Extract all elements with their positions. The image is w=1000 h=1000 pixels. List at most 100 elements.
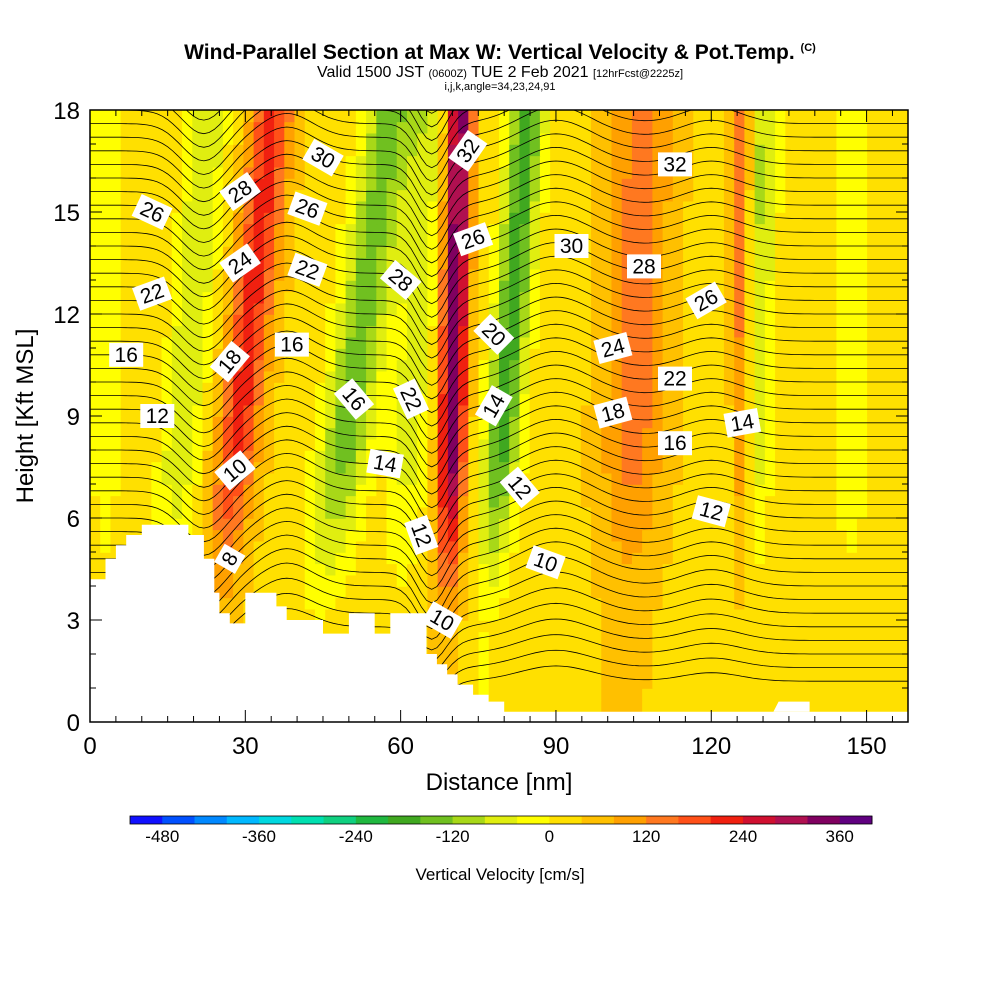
velocity-cell: [775, 382, 787, 395]
velocity-cell: [601, 257, 613, 270]
velocity-cell: [488, 132, 500, 145]
velocity-cell: [672, 631, 684, 644]
velocity-cell: [754, 302, 766, 315]
velocity-cell: [887, 506, 899, 519]
velocity-cell: [182, 212, 194, 225]
velocity-cell: [631, 461, 643, 474]
velocity-cell: [355, 359, 367, 372]
velocity-cell: [826, 586, 838, 599]
velocity-cell: [662, 132, 674, 145]
velocity-cell: [560, 166, 572, 179]
velocity-cell: [192, 348, 204, 361]
velocity-cell: [775, 246, 787, 259]
velocity-cell: [764, 404, 776, 417]
velocity-cell: [662, 302, 674, 315]
velocity-cell: [560, 257, 572, 270]
velocity-cell: [734, 336, 746, 349]
velocity-cell: [867, 518, 879, 531]
velocity-cell: [580, 359, 592, 372]
velocity-cell: [867, 110, 879, 123]
velocity-cell: [570, 291, 582, 304]
velocity-cell: [601, 325, 613, 338]
velocity-cell: [130, 382, 142, 395]
velocity-cell: [703, 552, 715, 565]
velocity-cell: [601, 529, 613, 542]
velocity-cell: [764, 223, 776, 236]
velocity-cell: [867, 608, 879, 621]
velocity-cell: [499, 495, 511, 508]
velocity-cell: [519, 586, 531, 599]
velocity-cell: [723, 291, 735, 304]
velocity-cell: [591, 450, 603, 463]
velocity-cell: [734, 574, 746, 587]
velocity-cell: [499, 212, 511, 225]
chart-title: Wind-Parallel Section at Max W: Vertical…: [0, 36, 1000, 65]
velocity-cell: [335, 370, 347, 383]
velocity-cell: [161, 155, 173, 168]
velocity-cell: [877, 416, 889, 429]
velocity-cell: [274, 200, 286, 213]
velocity-cell: [877, 404, 889, 417]
velocity-cell: [529, 291, 541, 304]
velocity-cell: [171, 132, 183, 145]
velocity-cell: [723, 574, 735, 587]
velocity-cell: [856, 450, 868, 463]
velocity-cell: [621, 676, 633, 689]
velocity-cell: [212, 166, 224, 179]
velocity-cell: [672, 552, 684, 565]
velocity-cell: [539, 359, 551, 372]
velocity-cell: [846, 472, 858, 485]
velocity-cell: [355, 314, 367, 327]
velocity-cell: [601, 574, 613, 587]
velocity-cell: [642, 382, 654, 395]
velocity-cell: [202, 268, 214, 281]
velocity-cell: [120, 506, 132, 519]
velocity-cell: [775, 370, 787, 383]
velocity-cell: [396, 370, 408, 383]
velocity-cell: [580, 268, 592, 281]
velocity-cell: [304, 529, 316, 542]
velocity-cell: [693, 574, 705, 587]
velocity-cell: [325, 257, 337, 270]
velocity-cell: [703, 676, 715, 689]
theta-label-text: 14: [729, 410, 756, 437]
velocity-cell: [202, 461, 214, 474]
velocity-cell: [683, 518, 695, 531]
velocity-cell: [672, 540, 684, 553]
velocity-cell: [243, 586, 255, 599]
velocity-cell: [693, 246, 705, 259]
velocity-cell: [376, 574, 388, 587]
velocity-cell: [529, 438, 541, 451]
colorbar-label: 120: [632, 827, 660, 846]
velocity-cell: [795, 631, 807, 644]
theta-label: 14: [366, 448, 404, 479]
velocity-cell: [826, 484, 838, 497]
velocity-cell: [805, 291, 817, 304]
velocity-cell: [171, 212, 183, 225]
theta-label-bg: [109, 342, 144, 367]
velocity-cell: [744, 393, 756, 406]
velocity-cell: [233, 325, 245, 338]
velocity-cell: [826, 155, 838, 168]
velocity-cell: [478, 246, 490, 259]
velocity-cell: [764, 178, 776, 191]
velocity-cell: [683, 676, 695, 689]
velocity-cell: [815, 665, 827, 678]
velocity-cell: [805, 382, 817, 395]
velocity-cell: [662, 518, 674, 531]
velocity-cell: [713, 461, 725, 474]
velocity-cell: [509, 563, 521, 576]
velocity-cell: [591, 132, 603, 145]
theta-contour-line: [90, 160, 908, 237]
velocity-cell: [386, 110, 398, 123]
velocity-cell: [580, 495, 592, 508]
velocity-cell: [846, 302, 858, 315]
velocity-cell: [345, 291, 357, 304]
velocity-cell: [591, 121, 603, 134]
velocity-cell: [570, 427, 582, 440]
velocity-cell: [775, 438, 787, 451]
velocity-cell: [887, 280, 899, 293]
velocity-cell: [723, 495, 735, 508]
velocity-cell: [672, 506, 684, 519]
velocity-cell: [212, 314, 224, 327]
